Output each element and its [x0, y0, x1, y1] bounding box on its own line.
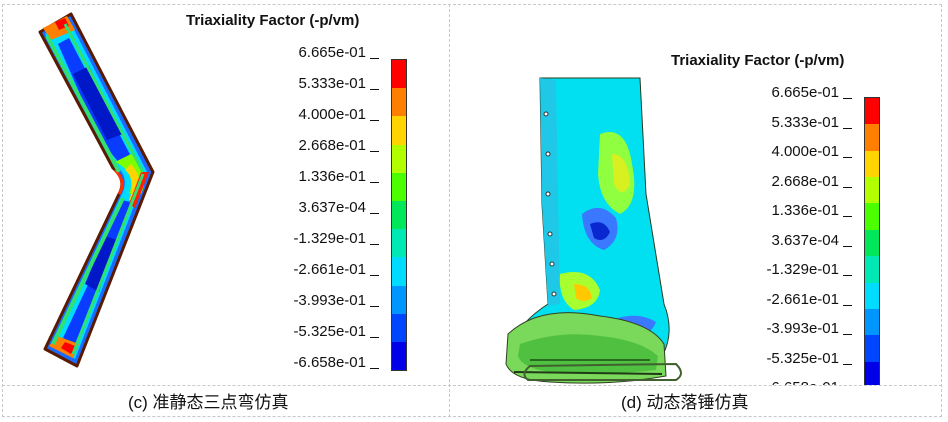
legend-tick-label: 5.333e-01	[771, 114, 852, 131]
legend-color-band	[392, 144, 406, 173]
panel-d: Triaxiality Factor (-p/vm) 6.665e-01 5.33…	[450, 4, 942, 385]
color-legend-bar	[391, 59, 407, 371]
legend-color-band	[865, 308, 879, 336]
legend-tick-label: -3.993e-01	[293, 292, 379, 309]
legend-tick-label: 3.637e-04	[771, 232, 852, 249]
legend-color-band	[865, 229, 879, 257]
legend-tick-label: -1.329e-01	[293, 230, 379, 247]
legend-color-band	[392, 88, 406, 117]
legend-color-band	[392, 172, 406, 201]
caption-divider	[2, 385, 942, 386]
legend-tick-label: -3.993e-01	[766, 320, 852, 337]
legend-color-band	[392, 285, 406, 314]
legend-tick-label: 4.000e-01	[771, 143, 852, 160]
legend-tick-label: 2.668e-01	[771, 173, 852, 190]
panel-c: Triaxiality Factor (-p/vm) 6.665e-01 5.33…	[3, 4, 449, 385]
legend-color-band	[392, 257, 406, 286]
legend-tick-label: -1.329e-01	[766, 261, 852, 278]
legend-tick-label: -6.658e-01	[766, 379, 852, 385]
legend-tick-label: 6.665e-01	[771, 84, 852, 101]
legend-color-band	[865, 177, 879, 204]
legend-tick-label: -2.661e-01	[293, 261, 379, 278]
bent-tube-contour-image	[38, 12, 155, 368]
legend-color-band	[392, 229, 406, 258]
legend-tick-label: -2.661e-01	[766, 291, 852, 308]
legend-title: Triaxiality Factor (-p/vm)	[186, 12, 360, 29]
legend-tick-label: -6.658e-01	[293, 354, 379, 371]
legend-color-band	[865, 335, 879, 362]
legend-color-band	[865, 124, 879, 151]
legend-title: Triaxiality Factor (-p/vm)	[671, 52, 845, 69]
legend-color-band	[392, 200, 406, 230]
legend-color-band	[392, 116, 406, 145]
legend-color-band	[865, 150, 879, 178]
legend-color-band	[392, 60, 406, 89]
color-legend-bar	[864, 97, 880, 385]
legend-color-band	[865, 256, 879, 283]
caption-d: (d) 动态落锤仿真	[621, 393, 749, 412]
legend-tick-label: 6.665e-01	[298, 44, 379, 61]
legend-tick-label: -5.325e-01	[293, 323, 379, 340]
legend-tick-label: 4.000e-01	[298, 106, 379, 123]
legend-color-band	[865, 361, 879, 385]
figure-frame	[2, 4, 942, 417]
legend-color-band	[865, 203, 879, 230]
legend-tick-label: -5.325e-01	[766, 350, 852, 367]
legend-color-band	[392, 313, 406, 342]
legend-color-band	[392, 341, 406, 371]
legend-tick-label: 1.336e-01	[298, 168, 379, 185]
legend-color-band	[865, 98, 879, 125]
legend-color-band	[865, 282, 879, 309]
crushed-tube-contour-image	[505, 77, 682, 384]
legend-tick-label: 1.336e-01	[771, 202, 852, 219]
caption-c: (c) 准静态三点弯仿真	[128, 393, 289, 412]
panel-divider	[449, 4, 450, 417]
legend-tick-label: 3.637e-04	[298, 199, 379, 216]
legend-tick-label: 5.333e-01	[298, 75, 379, 92]
legend-tick-label: 2.668e-01	[298, 137, 379, 154]
